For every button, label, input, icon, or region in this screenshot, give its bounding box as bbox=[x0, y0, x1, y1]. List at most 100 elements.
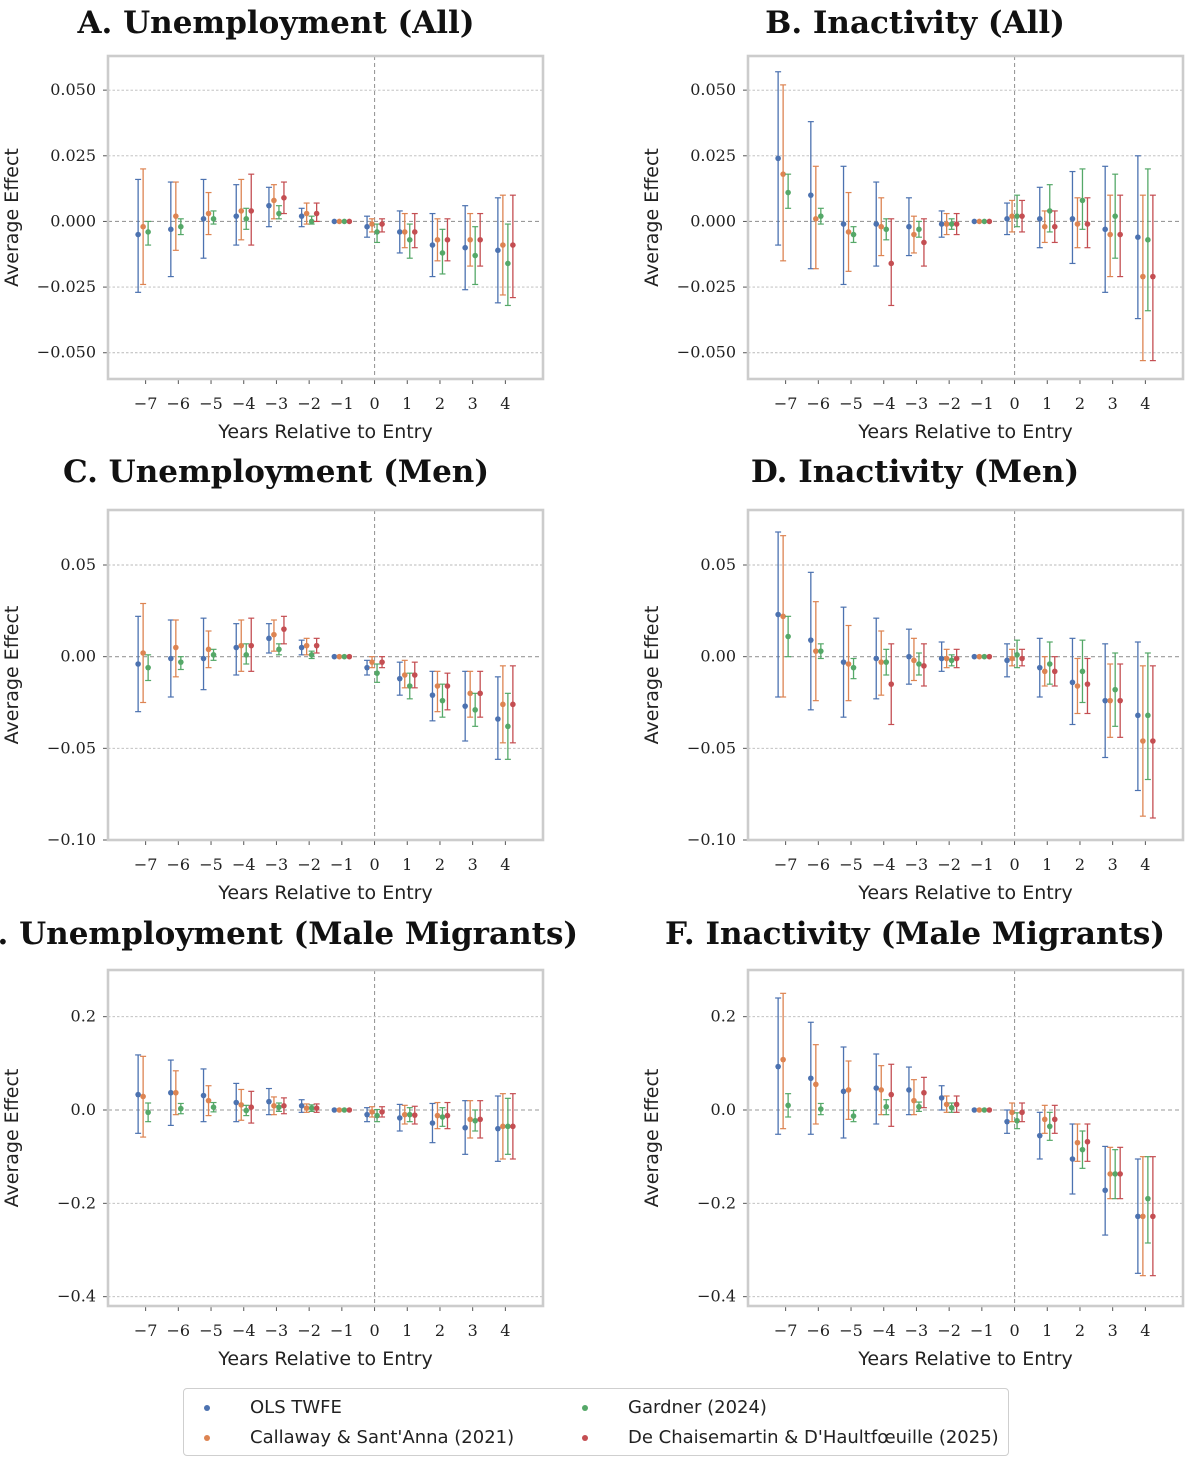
point-ols bbox=[906, 223, 912, 230]
x-tick-label: 1 bbox=[1042, 394, 1052, 413]
x-tick-label: −1 bbox=[970, 1321, 994, 1340]
point-cs bbox=[813, 1081, 819, 1088]
point-ols bbox=[971, 1107, 978, 1113]
point-gardner bbox=[178, 1105, 184, 1112]
x-tick-label: 2 bbox=[1075, 394, 1085, 413]
point-gardner bbox=[948, 221, 955, 227]
y-tick-label: −0.025 bbox=[677, 277, 736, 296]
point-dcdh bbox=[921, 663, 927, 669]
point-gardner bbox=[243, 1107, 250, 1114]
point-cs bbox=[238, 642, 245, 649]
legend-marker-cs bbox=[204, 1434, 210, 1441]
point-gardner bbox=[374, 1112, 380, 1119]
point-dcdh bbox=[248, 208, 255, 214]
point-cs bbox=[500, 242, 506, 248]
x-tick-label: 3 bbox=[1108, 855, 1118, 874]
y-axis-label: Average Effect bbox=[1, 606, 23, 745]
point-gardner bbox=[850, 231, 857, 238]
point-cs bbox=[303, 210, 310, 217]
plot-frame bbox=[106, 508, 545, 842]
point-gardner bbox=[472, 707, 478, 713]
x-tick-label: −2 bbox=[937, 1321, 961, 1340]
point-cs bbox=[205, 646, 212, 653]
point-gardner bbox=[1112, 213, 1118, 219]
point-gardner bbox=[145, 1109, 151, 1116]
x-tick-label: −4 bbox=[872, 394, 896, 413]
point-ols bbox=[364, 664, 370, 671]
y-tick-label: −0.050 bbox=[677, 343, 736, 362]
point-dcdh bbox=[281, 195, 287, 201]
point-gardner bbox=[850, 1113, 857, 1119]
point-cs bbox=[943, 655, 950, 662]
point-cs bbox=[1140, 273, 1146, 280]
point-cs bbox=[173, 1089, 179, 1096]
y-tick-label: 0.000 bbox=[690, 211, 736, 230]
point-cs bbox=[911, 1097, 917, 1104]
point-gardner bbox=[439, 250, 446, 256]
y-tick-label: −0.05 bbox=[687, 738, 736, 757]
point-dcdh bbox=[313, 210, 320, 217]
point-cs bbox=[205, 210, 212, 217]
point-ols bbox=[808, 1075, 814, 1082]
point-gardner bbox=[785, 633, 791, 640]
point-gardner bbox=[406, 1111, 413, 1118]
point-cs bbox=[467, 1116, 473, 1123]
point-dcdh bbox=[1084, 681, 1091, 687]
x-tick-label: −2 bbox=[297, 394, 321, 413]
legend-label-gardner: Gardner (2024) bbox=[628, 1397, 767, 1418]
point-ols bbox=[495, 1125, 501, 1132]
point-gardner bbox=[472, 252, 478, 259]
x-tick-label: 1 bbox=[402, 394, 412, 413]
x-tick-label: −4 bbox=[232, 855, 256, 874]
point-ols bbox=[462, 703, 468, 709]
point-gardner bbox=[1014, 1117, 1020, 1124]
point-gardner bbox=[308, 1105, 315, 1111]
x-tick-label: −7 bbox=[134, 394, 158, 413]
legend-item-dcdh: De Chaisemartin & D'Haultfœuille (2025) bbox=[582, 1427, 999, 1448]
point-gardner bbox=[341, 218, 348, 225]
point-dcdh bbox=[1084, 221, 1091, 227]
x-tick-label: −7 bbox=[134, 1321, 158, 1340]
point-gardner bbox=[374, 229, 380, 235]
point-cs bbox=[845, 229, 852, 235]
point-gardner bbox=[243, 216, 250, 222]
point-ols bbox=[331, 1107, 338, 1113]
point-cs bbox=[911, 231, 917, 238]
point-cs bbox=[401, 229, 408, 235]
point-gardner bbox=[1046, 208, 1053, 214]
point-ols bbox=[266, 635, 272, 642]
x-tick-label: −6 bbox=[167, 394, 191, 413]
point-gardner bbox=[948, 1104, 955, 1111]
point-ols bbox=[462, 244, 468, 251]
x-tick-label: −3 bbox=[265, 1321, 289, 1340]
x-tick-label: 4 bbox=[1140, 394, 1150, 413]
point-cs bbox=[943, 1101, 950, 1108]
point-gardner bbox=[210, 216, 217, 222]
chart-title: D. Inactivity (Men) bbox=[751, 454, 1079, 490]
point-cs bbox=[369, 659, 375, 665]
point-gardner bbox=[341, 1107, 348, 1113]
point-ols bbox=[938, 221, 945, 227]
point-gardner bbox=[1145, 712, 1151, 719]
point-dcdh bbox=[411, 672, 418, 678]
x-tick-label: −3 bbox=[265, 855, 289, 874]
y-tick-label: −0.4 bbox=[697, 1287, 736, 1306]
point-dcdh bbox=[953, 1101, 960, 1108]
x-tick-label: −1 bbox=[970, 394, 994, 413]
x-axis-label: Years Relative to Entry bbox=[857, 1348, 1073, 1370]
point-ols bbox=[938, 655, 945, 662]
plot-frame bbox=[106, 968, 545, 1308]
point-gardner bbox=[308, 218, 315, 225]
x-tick-label: 2 bbox=[435, 1321, 445, 1340]
point-cs bbox=[1074, 683, 1081, 689]
point-cs bbox=[173, 213, 179, 219]
point-ols bbox=[1069, 679, 1076, 686]
point-cs bbox=[140, 650, 146, 656]
x-tick-label: 2 bbox=[435, 855, 445, 874]
point-dcdh bbox=[1117, 1171, 1123, 1177]
point-dcdh bbox=[346, 1107, 353, 1113]
point-ols bbox=[775, 155, 781, 162]
chart-title: B. Inactivity (All) bbox=[765, 5, 1065, 41]
point-gardner bbox=[308, 652, 315, 658]
x-tick-label: −7 bbox=[134, 855, 158, 874]
